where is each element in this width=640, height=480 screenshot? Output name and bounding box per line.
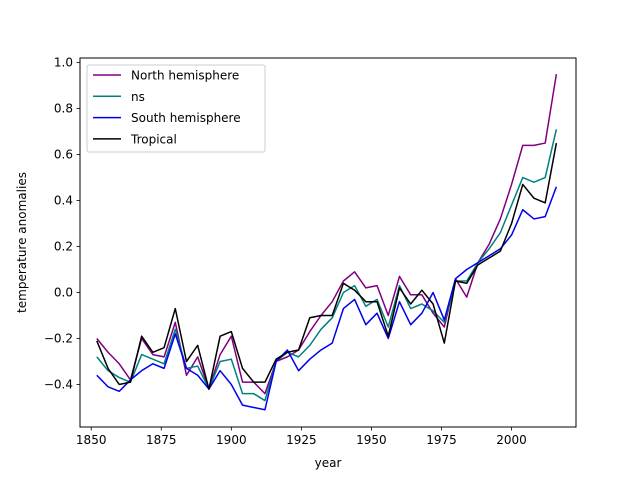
- x-axis-label: year: [315, 456, 342, 470]
- y-tick-label: 0.8: [54, 102, 73, 116]
- legend-box: [86, 64, 266, 153]
- y-axis-label: temperature anomalies: [15, 172, 29, 313]
- y-tick-label: 1.0: [54, 56, 73, 70]
- x-axis-ticks: 1850 1875 1900 1925 1950 1975 2000: [76, 427, 527, 447]
- series-line-2: [96, 186, 558, 411]
- series-line-3: [96, 142, 558, 390]
- y-tick-label: −0.4: [44, 377, 73, 391]
- series-line-1: [96, 129, 558, 402]
- x-tick-label: 1900: [216, 433, 247, 447]
- plot-frame: [79, 57, 577, 428]
- legend-label-1: ns: [131, 90, 145, 104]
- legend-label-0: North hemisphere: [131, 69, 239, 83]
- y-tick-label: 0.6: [54, 148, 73, 162]
- legend: North hemisphere ns South hemisphere Tropic…: [86, 64, 266, 153]
- y-tick-label: 0.0: [54, 286, 73, 300]
- y-axis-ticks: −0.4 −0.2 0.0 0.2 0.4 0.6 0.8 1.0: [44, 56, 80, 391]
- legend-label-3: Tropical: [130, 132, 177, 146]
- y-tick-label: 0.4: [54, 194, 73, 208]
- series-lines: [96, 73, 558, 411]
- legend-label-2: South hemisphere: [131, 111, 241, 125]
- y-tick-label: 0.2: [54, 240, 73, 254]
- x-tick-label: 1875: [146, 433, 177, 447]
- x-tick-label: 2000: [496, 433, 527, 447]
- x-tick-label: 1975: [426, 433, 457, 447]
- x-tick-label: 1925: [286, 433, 317, 447]
- x-tick-label: 1850: [76, 433, 107, 447]
- y-tick-label: −0.2: [44, 331, 73, 345]
- x-tick-label: 1950: [356, 433, 387, 447]
